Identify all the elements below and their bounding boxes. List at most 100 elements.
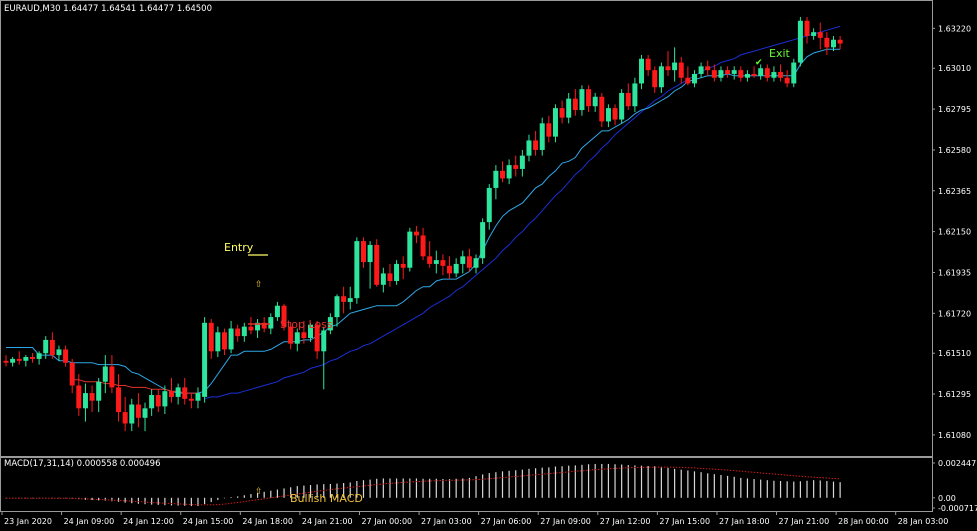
bull-candle-body <box>10 358 16 363</box>
time-tick-label: 24 Jan 18:00 <box>242 517 293 526</box>
bull-candle-body <box>691 73 697 84</box>
slow-moving-average-line <box>204 25 841 400</box>
bear-candle-body <box>63 349 69 363</box>
time-tick-label: 23 Jan 2020 <box>4 517 52 526</box>
bear-candle-body <box>513 165 519 169</box>
bull-candle-body <box>526 140 532 156</box>
bull-candle-body <box>96 381 102 401</box>
bull-candle-body <box>552 108 558 137</box>
time-tick-label: 27 Jan 15:00 <box>659 517 710 526</box>
bear-candle-body <box>725 70 731 74</box>
bear-candle-body <box>645 58 651 71</box>
stop-loss-label: Stop Loss <box>280 318 333 331</box>
bear-candle-body <box>546 123 552 137</box>
bull-candle-body <box>56 349 62 356</box>
bull-candle-body <box>327 317 333 331</box>
time-tick-label: 24 Jan 12:00 <box>123 517 174 526</box>
bear-candle-body <box>169 391 174 397</box>
bear-candle-body <box>837 39 843 44</box>
bear-candle-body <box>764 68 770 78</box>
bull-candle-body <box>592 96 598 107</box>
time-axis: 23 Jan 2020 24 Jan 09:00 24 Jan 12:00 24 Ja… <box>1 511 949 526</box>
bear-candle-body <box>559 108 565 118</box>
time-tick-label: 27 Jan 12:00 <box>600 517 651 526</box>
bear-candle-body <box>500 170 505 179</box>
macd-signal-path <box>6 466 841 506</box>
bear-candle-body <box>678 62 684 78</box>
price-panel-frame <box>0 0 933 457</box>
bull-candle-body <box>149 395 155 409</box>
price-tick-label: 1.61935 <box>938 268 971 277</box>
bull-candle-body <box>480 222 486 259</box>
macd-panel-frame <box>0 457 933 512</box>
bull-candle-body <box>731 70 737 74</box>
macd-header: MACD(17,31,14) 0.000558 0.000496 <box>4 459 160 469</box>
bull-candle-body <box>758 68 764 76</box>
bear-candle-body <box>572 98 578 111</box>
bear-candle-body <box>711 70 717 78</box>
bull-candle-body <box>228 328 234 350</box>
time-tick-label: 28 Jan 03:00 <box>898 517 949 526</box>
bear-candle-body <box>413 231 419 236</box>
bear-candle-body <box>824 37 830 48</box>
macd-tick-label: 0.002447 <box>938 459 976 468</box>
bear-candle-body <box>182 387 188 399</box>
price-tick-label: 1.63220 <box>938 24 971 33</box>
bull-candle-body <box>294 332 300 344</box>
bull-candle-body <box>195 393 201 401</box>
bull-candle-body <box>321 330 327 352</box>
price-tick-label: 1.61080 <box>938 431 971 440</box>
bear-candle-body <box>341 296 347 302</box>
time-tick-label: 24 Jan 15:00 <box>183 517 234 526</box>
bear-candle-body <box>29 357 35 359</box>
bear-candle-body <box>49 339 55 356</box>
bull-candle-body <box>566 98 572 118</box>
time-tick-label: 28 Jan 00:00 <box>838 517 889 526</box>
bull-candle-body <box>43 339 49 354</box>
bull-candle-body <box>36 353 42 359</box>
bear-candle-body <box>109 366 115 388</box>
bull-candle-body <box>506 165 512 179</box>
bull-candle-body <box>632 83 638 107</box>
bear-candle-body <box>447 265 453 274</box>
bear-candle-body <box>751 73 757 76</box>
bear-candle-body <box>612 108 618 120</box>
bear-candle-body <box>665 66 671 71</box>
bull-candle-body <box>23 357 29 361</box>
bull-candle-body <box>473 258 479 268</box>
bullish-macd-arrow-icon: ⇧ <box>255 487 263 497</box>
bull-candle-body <box>619 92 625 120</box>
bear-candle-body <box>804 20 810 36</box>
bear-candle-body <box>248 326 254 331</box>
exit-label: Exit <box>769 47 791 60</box>
bull-candle-body <box>354 241 360 299</box>
bear-candle-body <box>188 398 194 401</box>
bear-candle-body <box>314 324 320 352</box>
bear-candle-body <box>221 332 227 350</box>
bull-candle-body <box>539 123 545 150</box>
bull-candle-body <box>202 322 208 397</box>
price-tick-label: 1.61720 <box>938 309 971 318</box>
bull-candle-body <box>493 170 499 188</box>
bear-candle-body <box>400 263 406 268</box>
time-tick-label: 27 Jan 06:00 <box>481 517 532 526</box>
bull-candle-body <box>486 187 492 223</box>
bull-candle-body <box>639 58 645 84</box>
bull-candle-body <box>791 62 797 84</box>
macd-axis: 0.002447 0.00-0.000717 <box>932 459 977 513</box>
bull-candle-body <box>579 89 585 111</box>
bear-candle-body <box>261 322 267 329</box>
bull-candle-body <box>380 273 386 285</box>
bear-candle-body <box>374 244 380 285</box>
bull-candle-body <box>162 391 168 407</box>
bear-candle-body <box>122 412 128 424</box>
bull-candle-body <box>308 324 314 339</box>
bull-candle-body <box>672 62 678 71</box>
macd-tick-label: -0.000717 <box>938 504 977 513</box>
time-tick-label: 27 Jan 03:00 <box>421 517 472 526</box>
bull-candle-body <box>367 244 373 263</box>
bull-candle-body <box>215 332 221 352</box>
bull-candle-body <box>718 70 724 78</box>
bull-candle-body <box>407 231 413 268</box>
